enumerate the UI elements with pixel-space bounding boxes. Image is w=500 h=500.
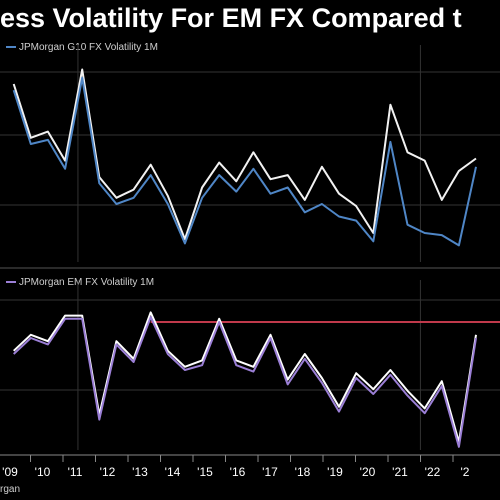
chart-title: ess Volatility For EM FX Compared t xyxy=(0,3,462,33)
legend-label-bottom: JPMorgan EM FX Volatility 1M xyxy=(19,277,155,288)
legend-label-top: JPMorgan G10 FX Volatility 1M xyxy=(19,42,158,53)
x-tick-label-6: '15 xyxy=(197,465,213,479)
x-tick-label-9: '18 xyxy=(295,465,311,479)
x-tick-label-7: '16 xyxy=(230,465,246,479)
series-line-1-0 xyxy=(13,311,477,443)
legend-swatch-top xyxy=(6,46,16,49)
x-tick-label-13: '22 xyxy=(425,465,441,479)
legend-swatch-bottom xyxy=(6,281,16,284)
x-tick-label-0: '09 xyxy=(2,465,18,479)
x-tick-label-1: '10 xyxy=(35,465,51,479)
series-line-0-1 xyxy=(12,76,477,247)
legend-bottom: JPMorgan EM FX Volatility 1M xyxy=(6,277,154,288)
x-tick-label-4: '13 xyxy=(132,465,148,479)
x-tick-label-12: '21 xyxy=(392,465,408,479)
x-tick-label-2: '11 xyxy=(68,465,83,479)
x-tick-label-5: '14 xyxy=(165,465,181,479)
x-tick-label-14: '2 xyxy=(461,465,470,479)
series-line-0-0 xyxy=(12,68,477,241)
series-line-1-1 xyxy=(13,316,477,448)
legend-top: JPMorgan G10 FX Volatility 1M xyxy=(6,42,158,53)
x-tick-label-3: '12 xyxy=(100,465,116,479)
x-tick-label-8: '17 xyxy=(262,465,278,479)
source-note: rgan xyxy=(0,484,21,495)
x-tick-label-11: '20 xyxy=(360,465,376,479)
x-tick-label-10: '19 xyxy=(327,465,343,479)
